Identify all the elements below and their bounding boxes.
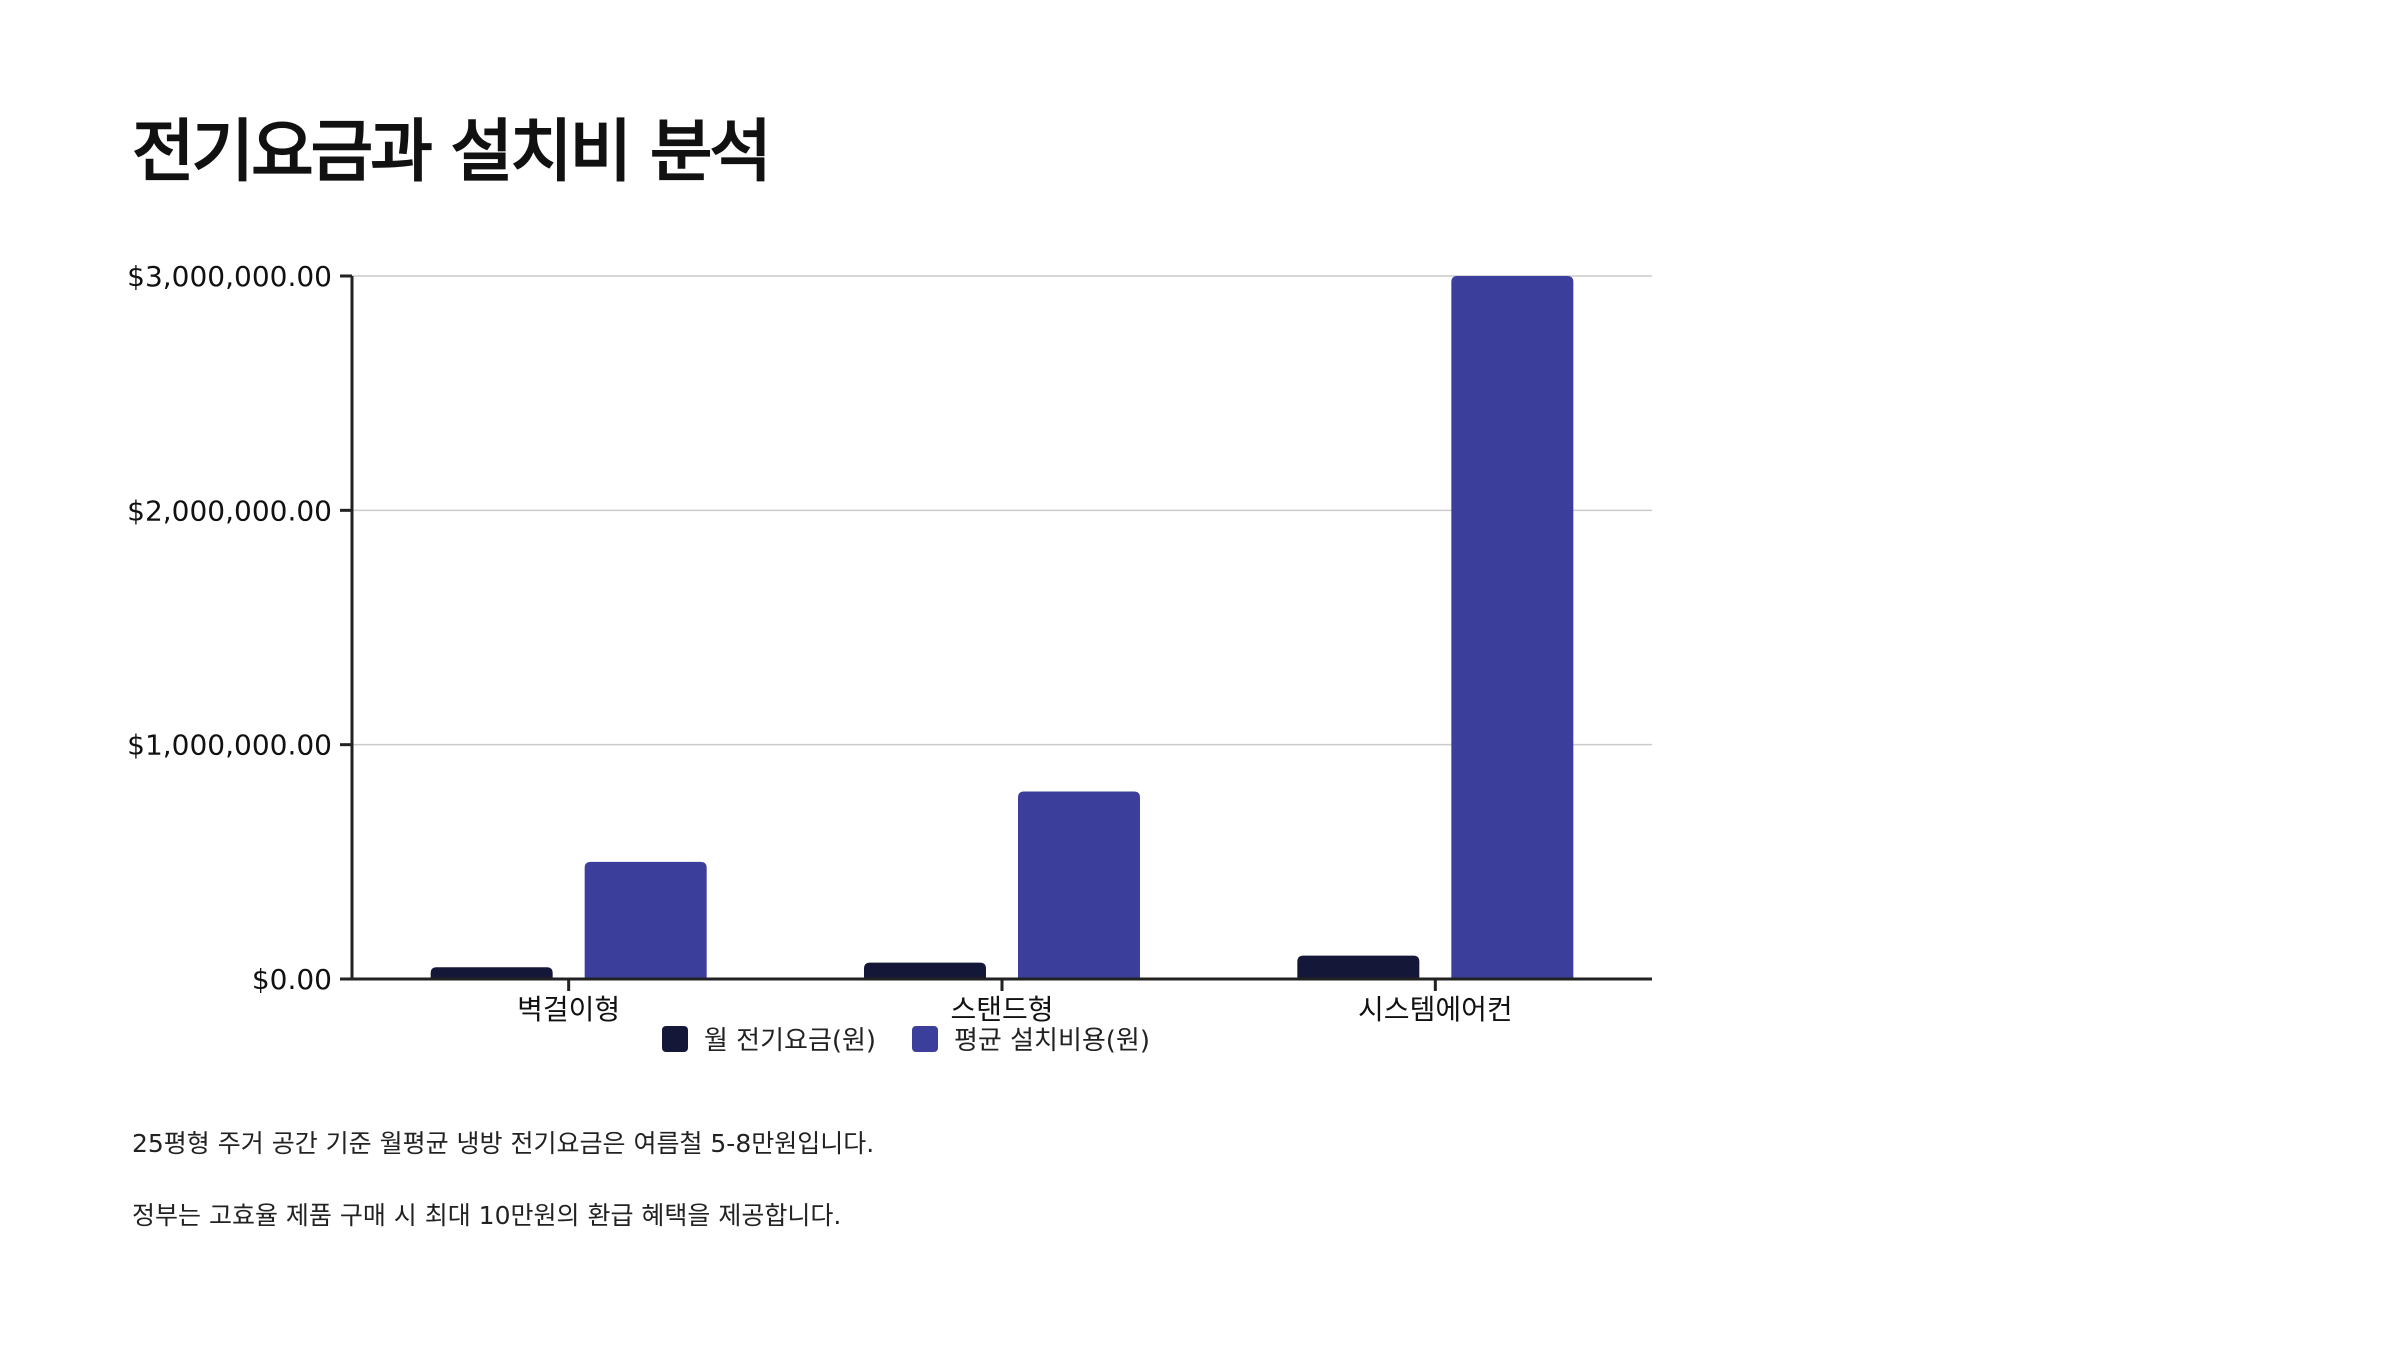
- legend-label: 월 전기요금(원): [704, 1026, 876, 1056]
- y-tick-label: $1,000,000.00: [127, 729, 332, 762]
- slide-title: 전기요금과 설치비 분석: [132, 113, 772, 192]
- x-tick-label: 시스템에어컨: [1358, 993, 1513, 1026]
- x-tick-label: 벽걸이형: [517, 993, 620, 1026]
- bar: [584, 861, 707, 979]
- y-tick-label: $0.00: [252, 963, 332, 996]
- legend-label: 평균 설치비용(원): [954, 1026, 1150, 1056]
- bar: [1018, 791, 1140, 979]
- legend-swatch: [662, 1026, 688, 1052]
- bar: [430, 967, 553, 979]
- bar-chart: $0.00 $1,000,000.00 $2,000,000.00 $3,000,00…: [127, 260, 1652, 1056]
- legend-swatch: [912, 1026, 938, 1052]
- bar: [1297, 955, 1420, 979]
- note-electricity: 25평형 주거 공간 기준 월평균 냉방 전기요금은 여름철 5-8만원입니다.: [132, 1129, 875, 1158]
- y-tick-label: $3,000,000.00: [127, 260, 332, 293]
- bar: [864, 962, 986, 979]
- note-rebate: 정부는 고효율 제품 구매 시 최대 10만원의 환급 혜택을 제공합니다.: [132, 1201, 842, 1230]
- bar: [1451, 276, 1574, 979]
- y-tick-label: $2,000,000.00: [127, 494, 332, 527]
- x-tick-label: 스탠드형: [950, 993, 1053, 1026]
- notes: 25평형 주거 공간 기준 월평균 냉방 전기요금은 여름철 5-8만원입니다.…: [132, 1128, 874, 1272]
